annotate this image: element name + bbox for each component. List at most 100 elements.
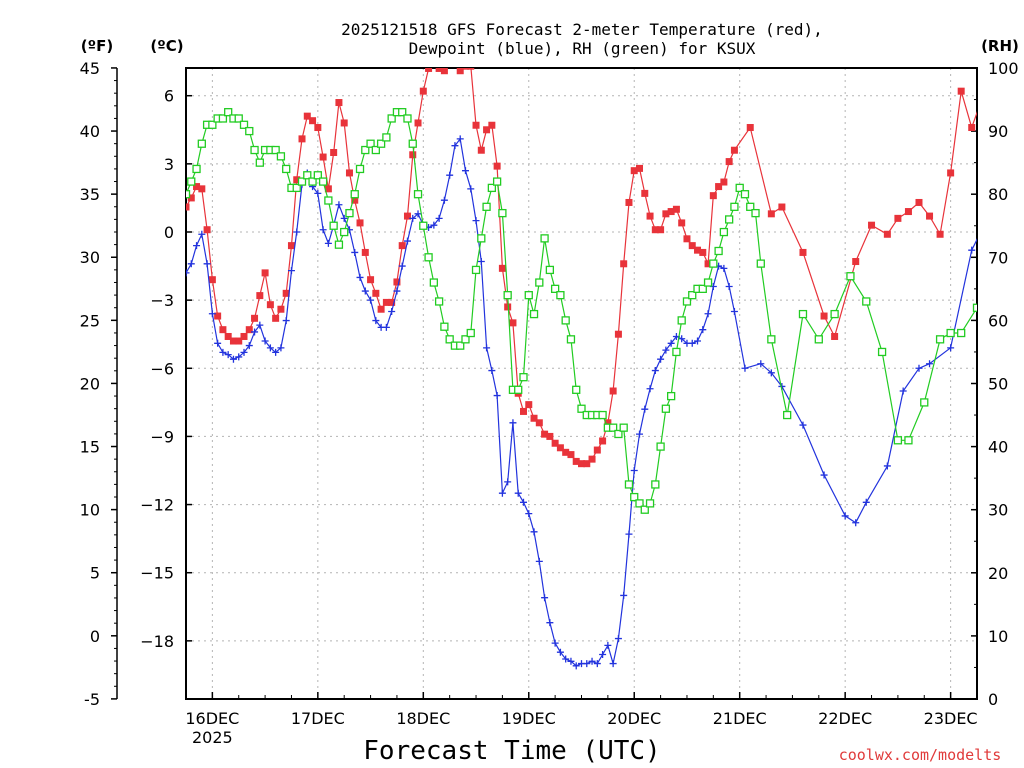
rh-point — [434, 297, 444, 306]
temperature-point — [709, 192, 717, 200]
dewpoint-point — [203, 260, 211, 268]
x-axis-year-label: 2025 — [192, 728, 233, 747]
temperature-point — [609, 387, 617, 395]
temperature-point — [367, 276, 375, 284]
temperature-point — [403, 212, 411, 220]
dewpoint-point — [899, 387, 907, 395]
rh-tick-label: 20 — [988, 564, 1008, 583]
dewpoint-point — [456, 135, 464, 143]
rh-point — [619, 423, 628, 432]
rh-point — [862, 297, 871, 306]
temperature-point — [488, 121, 496, 129]
temperature-point — [662, 210, 670, 218]
dewpoint-point — [461, 167, 469, 175]
rh-point — [308, 177, 317, 186]
celsius-tick-label: −6 — [150, 359, 174, 378]
temperature-point — [820, 312, 828, 320]
temperature-point — [461, 68, 469, 70]
celsius-unit-label: (ºC) — [150, 37, 183, 55]
temperature-point — [678, 219, 686, 227]
rh-point — [514, 385, 523, 394]
temperature-point — [530, 414, 538, 422]
rh-point — [709, 259, 718, 268]
day-tick-label: 17DEC — [291, 709, 345, 728]
dewpoint-point — [514, 489, 522, 497]
temperature-point — [187, 194, 195, 202]
dewpoint-point — [198, 230, 206, 238]
temperature-point — [314, 124, 322, 132]
dewpoint-point — [382, 323, 390, 331]
temperature-point — [282, 289, 290, 297]
dewpoint-point — [657, 355, 665, 363]
temperature-point — [688, 242, 696, 250]
dewpoint-point — [625, 530, 633, 538]
temperature-point — [852, 258, 860, 266]
plot-frame — [185, 67, 978, 700]
dewpoint-point — [361, 287, 369, 295]
dewpoint-point — [551, 639, 559, 647]
rh-point — [492, 177, 502, 186]
temperature-point — [303, 112, 311, 120]
temperature-point — [361, 248, 369, 256]
temperature-point — [456, 68, 464, 75]
temperature-point — [604, 419, 612, 427]
temperature-point — [446, 58, 453, 65]
temperature-point — [699, 248, 707, 256]
temperature-point — [293, 176, 301, 184]
temperature-point — [272, 314, 280, 322]
dewpoint-point — [261, 337, 269, 345]
temperature-point — [409, 151, 417, 159]
rh-point — [303, 171, 312, 180]
celsius-tick-label: 3 — [164, 155, 174, 174]
fahrenheit-tick-label: -5 — [84, 690, 100, 709]
temperature-point — [245, 326, 253, 334]
fahrenheit-tick-label: 20 — [80, 374, 100, 393]
temperature-point — [477, 146, 485, 154]
rh-point — [614, 429, 623, 439]
rh-point — [519, 373, 528, 382]
rh-point — [419, 221, 428, 230]
temperature-point — [224, 332, 232, 340]
rh-point — [218, 114, 228, 123]
rh-point — [498, 208, 507, 218]
rh-point — [540, 234, 549, 243]
rh-point — [767, 335, 776, 344]
rh-point — [224, 108, 233, 117]
temperature-point — [868, 221, 876, 229]
temperature-point — [519, 407, 527, 415]
temperature-point — [330, 148, 338, 156]
temperature-point — [504, 303, 512, 311]
dewpoint-point — [646, 385, 654, 393]
temperature-point — [915, 198, 923, 206]
temperature-point — [377, 305, 385, 313]
dewpoint-point — [430, 221, 438, 229]
rh-point — [408, 139, 417, 148]
rh-point — [318, 177, 328, 186]
temperature-point — [214, 312, 222, 320]
dewpoint-point — [730, 307, 738, 315]
temperature-point — [351, 196, 359, 204]
dewpoint-point — [219, 348, 227, 356]
dewpoint-point — [340, 214, 348, 222]
temperature-point — [309, 117, 317, 125]
temperature-point — [831, 332, 839, 340]
temperature-point — [219, 326, 227, 334]
rh-point — [677, 316, 686, 325]
rh-point — [920, 398, 929, 407]
rh-point — [239, 120, 249, 129]
rh-point — [730, 202, 739, 211]
dewpoint-point — [314, 189, 322, 197]
rh-point — [234, 114, 243, 123]
temperature-point — [251, 314, 259, 322]
rh-point — [550, 284, 560, 294]
temperature-point — [451, 58, 458, 65]
day-tick-label: 23DEC — [924, 709, 978, 728]
rh-point — [208, 120, 217, 129]
dewpoint-point — [583, 660, 591, 668]
rh-point — [382, 133, 391, 142]
temperature-point — [725, 158, 733, 166]
dewpoint-point — [287, 267, 295, 275]
rh-point — [445, 335, 454, 344]
rh-point — [524, 291, 533, 300]
celsius-tick-label: −18 — [140, 632, 174, 651]
